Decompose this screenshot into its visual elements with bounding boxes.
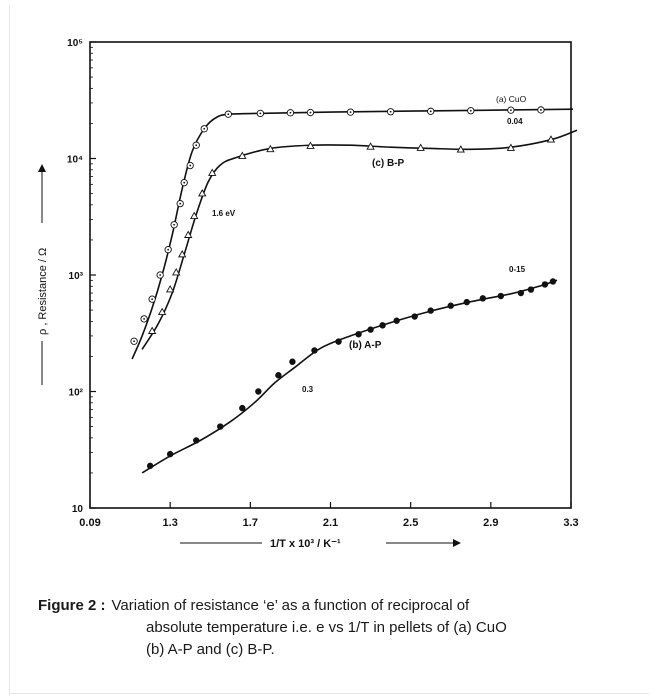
data-point-center [167, 248, 170, 251]
resistance-chart: 0.09 1.3 1.7 2.1 2.5 2.9 3.3 10 10² 10³ 10⁴ 10⁵ (a)… [37, 38, 579, 550]
data-point [208, 168, 217, 176]
data-point [546, 135, 556, 143]
data-point [411, 313, 418, 320]
data-point-center [540, 109, 542, 111]
data-point [172, 268, 181, 276]
data-point [463, 298, 470, 306]
data-point [275, 372, 282, 379]
series-curve-2 [141, 279, 558, 474]
data-point [479, 295, 487, 302]
data-point-center [259, 112, 262, 115]
data-point [541, 281, 549, 288]
data-point [157, 307, 167, 315]
data-point [198, 189, 207, 197]
series-curves [131, 108, 578, 474]
data-point [217, 423, 224, 430]
x-axis-label: 1/T x 10³ / K⁻¹ [270, 538, 341, 550]
data-point [239, 404, 246, 412]
data-point-center [469, 109, 472, 112]
page-border-bottom [9, 693, 649, 694]
data-point [266, 144, 275, 153]
data-point-center [189, 164, 192, 167]
data-point [379, 322, 386, 329]
data-point [289, 358, 296, 365]
x-tick-label: 2.1 [323, 517, 338, 529]
data-point [506, 143, 516, 151]
data-point [527, 286, 535, 293]
data-point [355, 331, 362, 338]
data-point [311, 347, 318, 354]
y-tick-label: 10³ [69, 271, 84, 282]
data-point-center [179, 202, 182, 205]
series-curve-1 [141, 129, 578, 350]
data-point-center [151, 298, 154, 301]
annotation-ap-slope-low: 0.3 [302, 385, 314, 394]
data-point-center [509, 109, 512, 112]
data-point [147, 326, 157, 334]
data-point [193, 437, 200, 444]
data-point-center [173, 223, 176, 226]
y-tick-label: 10 [72, 504, 84, 515]
data-point [517, 289, 525, 297]
data-point-center [133, 340, 135, 343]
data-point [255, 388, 262, 395]
caption-line-3: (b) A-P and (c) B-P. [146, 641, 275, 658]
annotation-ap: (b) A-P [349, 340, 382, 351]
series-markers [130, 106, 557, 470]
data-point [549, 278, 557, 285]
y-axis-label-group: ρ , Resistance / Ω [37, 164, 49, 385]
data-point-center [143, 317, 146, 320]
data-point [367, 326, 374, 333]
data-point [146, 462, 154, 470]
data-point [427, 307, 434, 314]
figure-caption: Figure 2 : Variation of resistance ‘e’ a… [38, 595, 638, 661]
data-point-center [389, 110, 392, 113]
data-point [456, 145, 465, 153]
data-point-center [203, 127, 206, 130]
x-tick-label: 3.3 [563, 517, 578, 529]
page-border-left [9, 6, 10, 696]
caption-line-1: Variation of resistance ‘e’ as a functio… [111, 597, 470, 614]
data-point [393, 317, 400, 324]
caption-label: Figure 2 : [38, 597, 106, 614]
data-point [306, 141, 315, 149]
data-point [366, 142, 375, 150]
data-point [184, 230, 193, 238]
data-point-center [429, 110, 432, 113]
annotation-cuo-slope: 0.04 [507, 117, 523, 126]
data-point-center [227, 113, 230, 116]
data-point [238, 151, 247, 159]
data-point-center [183, 181, 186, 184]
data-point [190, 211, 199, 219]
data-point [178, 249, 187, 258]
caption-line-2: absolute temperature i.e. e vs 1/T in pe… [146, 619, 507, 636]
data-point [497, 292, 505, 300]
data-point [416, 143, 425, 151]
data-point [447, 302, 454, 309]
x-tick-label: 2.9 [483, 517, 498, 529]
data-point-center [349, 111, 352, 114]
annotation-bp: (c) B-P [372, 158, 405, 169]
y-tick-label: 10⁵ [67, 38, 83, 49]
data-point-center [289, 111, 292, 114]
annotation-ap-slope-high: 0-15 [509, 265, 526, 274]
data-point [165, 285, 175, 293]
x-tick-label: 1.3 [163, 517, 178, 529]
annotation-bp-ev: 1.6 eV [212, 209, 236, 218]
data-point-center [159, 274, 162, 276]
y-tick-label: 10² [69, 388, 84, 399]
x-tick-label: 1.7 [243, 517, 258, 529]
data-point [166, 450, 174, 458]
y-tick-label: 10⁴ [67, 155, 83, 166]
y-axis-label: ρ , Resistance / Ω [37, 248, 49, 335]
axis-ticks: 0.09 1.3 1.7 2.1 2.5 2.9 3.3 10 10² 10³ 10⁴ 10⁵ [67, 38, 579, 529]
data-point [335, 338, 342, 345]
data-point-center [309, 111, 312, 114]
x-tick-label: 2.5 [403, 517, 418, 529]
x-tick-label: 0.09 [79, 517, 100, 529]
annotation-cuo: (a) CuO [496, 94, 527, 104]
data-point-center [195, 144, 198, 147]
